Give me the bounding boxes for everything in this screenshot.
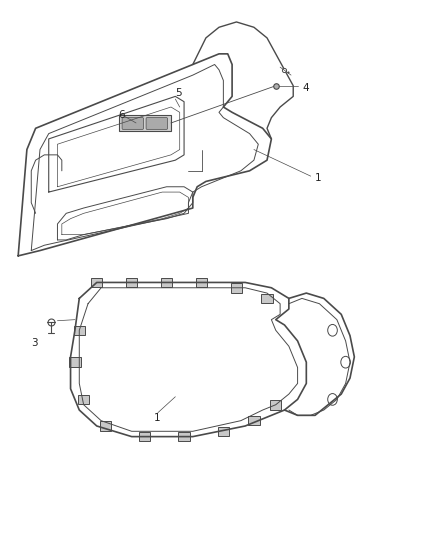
Bar: [161, 278, 172, 287]
Text: 3: 3: [31, 338, 38, 348]
Bar: [196, 278, 207, 287]
FancyBboxPatch shape: [122, 118, 144, 130]
Text: 4: 4: [302, 83, 309, 93]
FancyBboxPatch shape: [146, 118, 167, 130]
Bar: [126, 278, 138, 287]
Bar: [100, 421, 111, 431]
Bar: [74, 326, 85, 335]
Text: 1: 1: [153, 413, 160, 423]
Bar: [119, 115, 171, 131]
Bar: [91, 278, 102, 287]
Bar: [261, 294, 273, 303]
Bar: [248, 416, 260, 425]
Bar: [139, 432, 150, 441]
Bar: [69, 358, 81, 367]
Text: 6: 6: [119, 110, 125, 119]
Bar: [231, 283, 242, 293]
Bar: [218, 426, 229, 436]
Text: 1: 1: [315, 173, 321, 183]
Text: 5: 5: [175, 88, 182, 99]
Bar: [178, 432, 190, 441]
Bar: [270, 400, 282, 409]
Bar: [78, 394, 89, 404]
